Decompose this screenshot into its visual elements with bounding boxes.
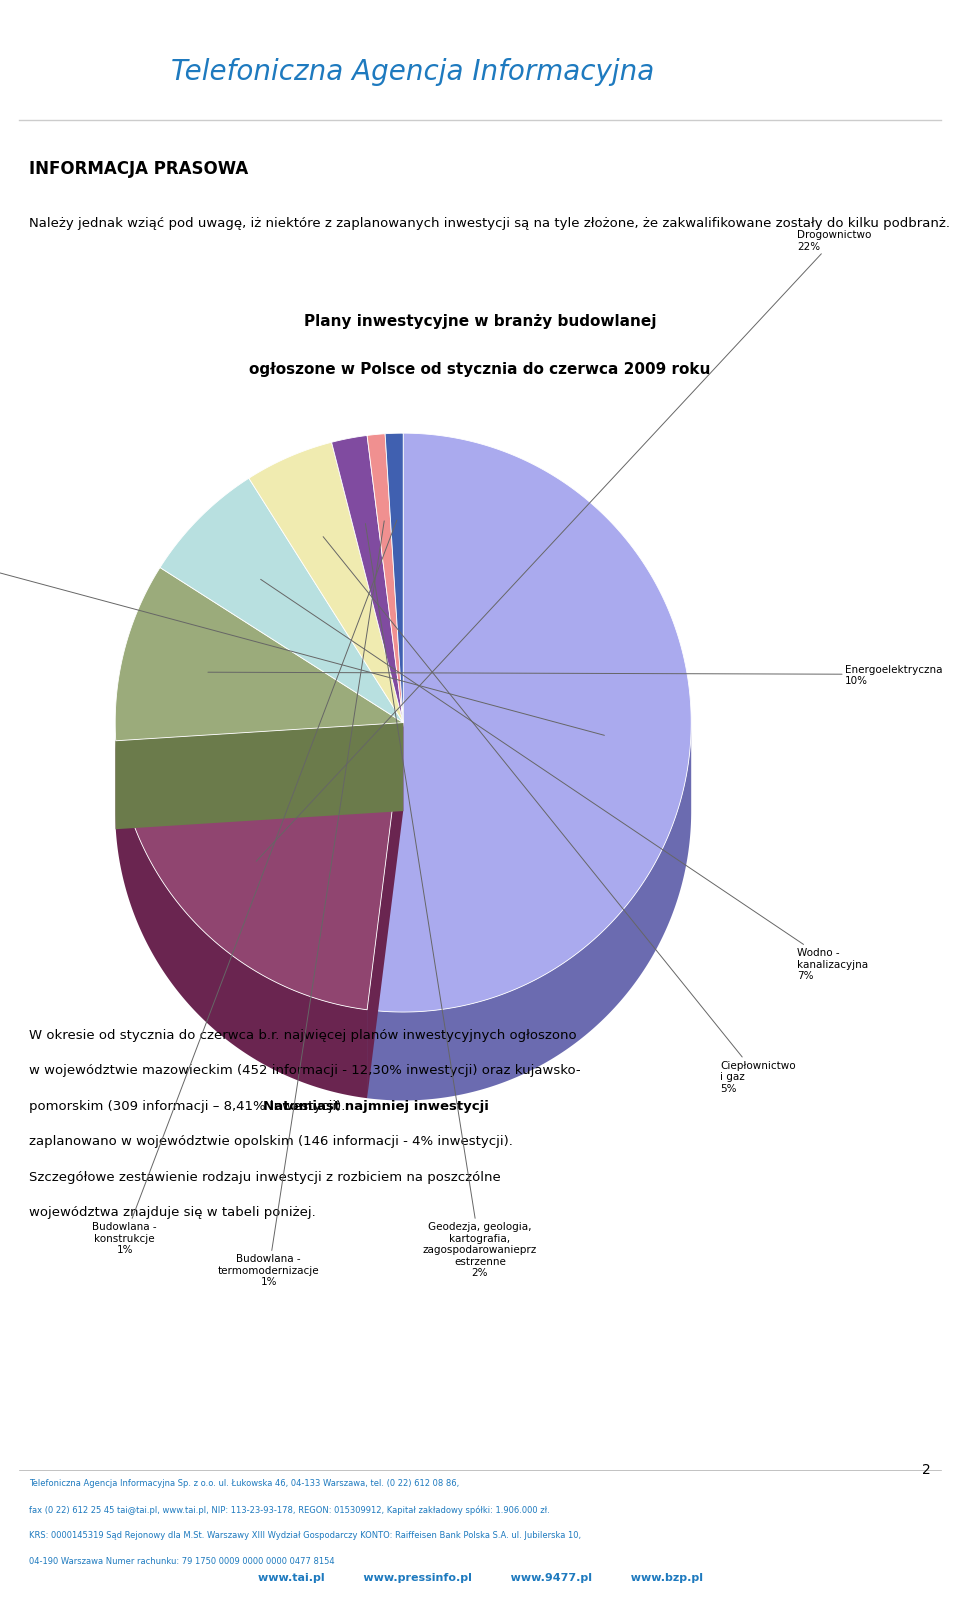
Text: www.tai.pl          www.pressinfo.pl          www.9477.pl          www.bzp.pl: www.tai.pl www.pressinfo.pl www.9477.pl …	[257, 1572, 703, 1581]
Text: Należy jednak wziąć pod uwagę, iż niektóre z zaplanowanych inwestycji są na tyle: Należy jednak wziąć pod uwagę, iż niektó…	[29, 217, 949, 230]
Polygon shape	[367, 434, 403, 723]
Polygon shape	[116, 723, 403, 829]
Text: Wodno -
kanalizacyjna
7%: Wodno - kanalizacyjna 7%	[261, 580, 868, 980]
Text: Plany inwestycyjne w branży budowlanej: Plany inwestycyjne w branży budowlanej	[303, 313, 657, 329]
Text: 2: 2	[923, 1462, 931, 1477]
Polygon shape	[367, 723, 403, 1099]
Text: Ciepłownictwo
i gaz
5%: Ciepłownictwo i gaz 5%	[324, 537, 796, 1093]
Text: INFORMACJA PRASOWA: INFORMACJA PRASOWA	[29, 159, 248, 178]
Text: Telefoniczna Agencja Informacyjna: Telefoniczna Agencja Informacyjna	[171, 58, 655, 87]
Text: Geodezja, geologia,
kartografia,
zagospodarowanieprz
estrzenne
2%: Geodezja, geologia, kartografia, zagospo…	[366, 524, 538, 1278]
Text: Budowlana -
konstrukcje
1%: Budowlana - konstrukcje 1%	[92, 521, 396, 1255]
Polygon shape	[367, 434, 691, 1012]
Polygon shape	[115, 569, 403, 741]
Text: zaplanowano w województwie opolskim (146 informacji - 4% inwestycji).: zaplanowano w województwie opolskim (146…	[29, 1135, 513, 1147]
Polygon shape	[331, 435, 403, 723]
Polygon shape	[249, 444, 403, 723]
Text: Energoelektryczna
10%: Energoelektryczna 10%	[208, 664, 943, 686]
Text: Budowlana -
termomodernizacje
1%: Budowlana - termomodernizacje 1%	[218, 522, 384, 1287]
Text: Natomiast najmniej inwestycji: Natomiast najmniej inwestycji	[263, 1099, 490, 1112]
Text: Drogownictwo
22%: Drogownictwo 22%	[256, 230, 871, 861]
Polygon shape	[116, 741, 367, 1099]
Text: 04-190 Warszawa Numer rachunku: 79 1750 0009 0000 0000 0477 8154: 04-190 Warszawa Numer rachunku: 79 1750 …	[29, 1556, 334, 1565]
Text: pomorskim (309 informacji – 8,41% inwestycji).: pomorskim (309 informacji – 8,41% inwest…	[29, 1099, 349, 1112]
Text: W okresie od stycznia do czerwca b.r. najwięcej planów inwestycyjnych ogłoszono: W okresie od stycznia do czerwca b.r. na…	[29, 1028, 576, 1041]
Polygon shape	[116, 723, 403, 829]
Polygon shape	[116, 723, 403, 1011]
Polygon shape	[367, 723, 691, 1101]
Polygon shape	[385, 434, 403, 723]
Text: Budowlana - obiekty
52%: Budowlana - obiekty 52%	[0, 535, 605, 736]
Text: w województwie mazowieckim (452 informacji - 12,30% inwestycji) oraz kujawsko-: w województwie mazowieckim (452 informac…	[29, 1064, 581, 1077]
Text: fax (0 22) 612 25 45 tai@tai.pl, www.tai.pl, NIP: 113-23-93-178, REGON: 01530991: fax (0 22) 612 25 45 tai@tai.pl, www.tai…	[29, 1504, 549, 1514]
Text: województwa znajduje się w tabeli poniżej.: województwa znajduje się w tabeli poniże…	[29, 1205, 316, 1218]
Text: ogłoszone w Polsce od stycznia do czerwca 2009 roku: ogłoszone w Polsce od stycznia do czerwc…	[250, 362, 710, 378]
Text: KRS: 0000145319 Sąd Rejonowy dla M.St. Warszawy XIII Wydział Gospodarczy KONTO: : KRS: 0000145319 Sąd Rejonowy dla M.St. W…	[29, 1530, 581, 1540]
Text: Szczegółowe zestawienie rodzaju inwestycji z rozbiciem na poszczólne: Szczegółowe zestawienie rodzaju inwestyc…	[29, 1170, 500, 1183]
Polygon shape	[160, 479, 403, 723]
Polygon shape	[367, 723, 403, 1099]
Text: Telefoniczna Agencja Informacyjna Sp. z o.o. ul. Łukowska 46, 04-133 Warszawa, t: Telefoniczna Agencja Informacyjna Sp. z …	[29, 1478, 459, 1488]
